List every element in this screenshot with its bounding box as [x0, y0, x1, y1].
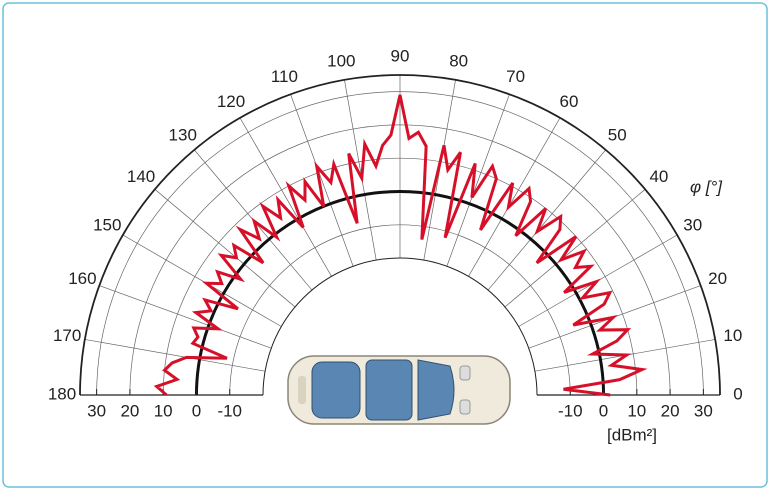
theta-tick-label: 70 — [506, 67, 525, 86]
r-label: [dBm²] — [607, 425, 657, 444]
car-rear-window — [312, 362, 360, 418]
theta-tick-label: 10 — [723, 326, 742, 345]
theta-tick-label: 60 — [560, 92, 579, 111]
theta-tick-label: 130 — [169, 126, 197, 145]
theta-tick-label: 180 — [48, 384, 76, 403]
r-tick-label: 0 — [192, 401, 201, 420]
car-roof — [366, 360, 412, 420]
theta-tick-label: 80 — [449, 52, 468, 71]
theta-label: φ [°] — [690, 177, 723, 196]
theta-tick-label: 0 — [733, 384, 742, 403]
r-tick-label: 0 — [599, 401, 608, 420]
r-tick-label: 20 — [661, 401, 680, 420]
r-tick-label: 10 — [154, 401, 173, 420]
theta-tick-label: 30 — [683, 215, 702, 234]
r-tick-label: -10 — [217, 401, 242, 420]
car-windshield — [418, 360, 454, 420]
theta-tick-label: 20 — [708, 269, 727, 288]
r-tick-label: 30 — [694, 401, 713, 420]
r-tick-label: 10 — [627, 401, 646, 420]
car-trunk — [298, 376, 306, 404]
car-headlight — [460, 366, 470, 380]
theta-tick-label: 110 — [271, 67, 298, 86]
car-illustration — [288, 356, 510, 424]
chart: 0102030405060708090100110120130140150160… — [0, 0, 770, 490]
theta-tick-label: 40 — [649, 167, 668, 186]
r-tick-label: -10 — [558, 401, 583, 420]
r-tick-label: 20 — [120, 401, 139, 420]
theta-tick-label: 170 — [53, 326, 81, 345]
theta-tick-label: 90 — [391, 46, 410, 65]
theta-tick-label: 150 — [93, 215, 121, 234]
theta-tick-label: 160 — [68, 269, 96, 288]
r-tick-label: 30 — [87, 401, 106, 420]
theta-tick-label: 120 — [217, 92, 245, 111]
theta-tick-label: 140 — [127, 167, 155, 186]
car-headlight — [460, 400, 470, 414]
theta-tick-label: 100 — [327, 52, 355, 71]
theta-tick-label: 50 — [608, 126, 627, 145]
